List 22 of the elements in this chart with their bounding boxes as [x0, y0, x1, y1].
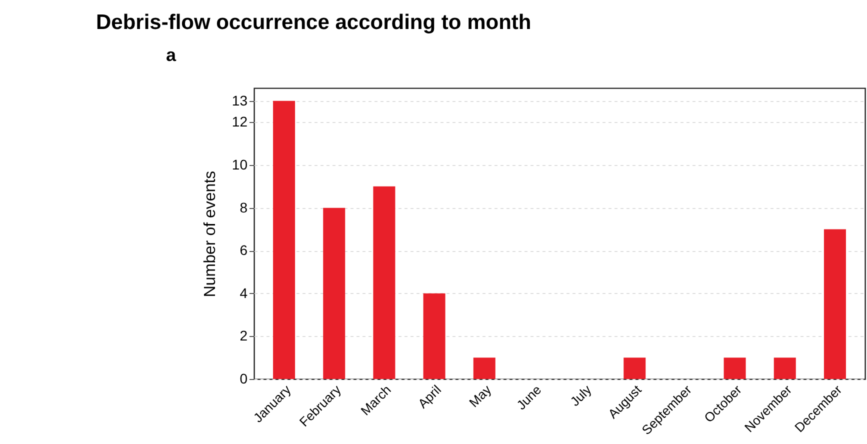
text: a — [166, 45, 177, 65]
bar — [724, 358, 746, 379]
y-tick-label: 6 — [240, 242, 248, 258]
bar — [423, 293, 446, 379]
bar — [624, 358, 646, 379]
x-tick-label: July — [567, 382, 595, 410]
bar — [473, 358, 496, 379]
y-tick-label: 10 — [232, 156, 248, 173]
chart-title: Debris-flow occurrence according to month — [96, 11, 532, 34]
y-tick-label: 2 — [240, 328, 248, 344]
x-tick-label: May — [466, 382, 494, 410]
bar — [774, 358, 796, 379]
bar — [323, 208, 346, 379]
bar — [273, 100, 296, 379]
y-tick-label: 13 — [232, 92, 248, 108]
y-tick-label: 8 — [240, 199, 248, 216]
bar — [373, 186, 396, 379]
y-tick-label: 12 — [232, 114, 248, 130]
y-tick-label: 4 — [240, 284, 248, 301]
y-tick-label: 0 — [240, 370, 248, 386]
y-axis-title: Number of events — [202, 170, 219, 298]
bar — [824, 229, 846, 379]
